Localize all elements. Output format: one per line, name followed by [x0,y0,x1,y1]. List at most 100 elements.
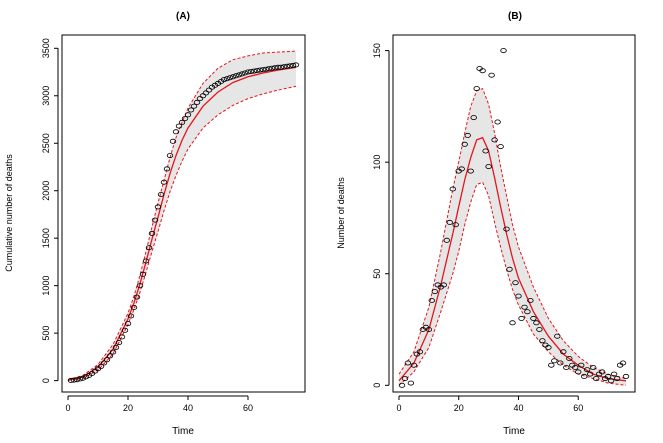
panel-b-y-axis: 0 50 100 150 [372,43,390,388]
data-point [560,349,567,355]
fitted-line [398,136,627,382]
x-tick-label: 40 [513,403,523,413]
data-point [521,304,528,310]
data-point [575,369,582,375]
data-point [250,68,258,74]
data-point [265,66,273,72]
y-tick-label: 1500 [41,228,51,248]
y-tick-label: 2500 [41,133,51,153]
data-point [289,62,297,68]
data-point [253,68,261,74]
data-point [229,74,237,80]
data-point [509,320,516,326]
data-point [115,340,123,346]
data-point [515,293,522,299]
data-point [241,70,249,76]
data-point [103,357,111,363]
data-point [274,64,282,70]
panel-a-x-label: Time [172,426,194,437]
data-point [67,377,75,383]
data-point [401,376,409,382]
data-point [121,327,129,333]
data-point [100,360,108,366]
data-point [590,364,597,370]
data-point [97,363,105,369]
data-point [578,362,585,368]
data-point [175,123,183,129]
data-point [554,333,561,339]
data-point [238,71,246,77]
y-tick-label: 2000 [41,181,51,201]
data-point [587,371,594,377]
panel-a-ci-band [68,51,296,381]
data-point [482,148,489,154]
data-point [130,304,138,310]
data-point [262,66,270,72]
data-point [166,153,174,159]
data-point [160,179,168,185]
data-point [292,62,300,68]
data-point [443,237,450,243]
data-point [259,67,267,73]
data-point [410,362,418,368]
panel-b-points [398,48,630,388]
y-tick-label: 100 [372,155,382,170]
data-point [536,326,543,332]
data-point [268,65,276,71]
data-point [530,315,537,321]
data-point [479,68,486,74]
data-point [467,168,474,174]
x-tick-label: 40 [183,403,193,413]
y-tick-label: 0 [41,378,51,383]
data-point [545,344,552,350]
data-point [593,376,600,382]
data-point [148,230,156,236]
data-point [551,358,558,364]
y-tick-label: 3000 [41,86,51,106]
upper-bound-line [67,50,297,381]
data-point [283,63,291,69]
panel-b-frame [392,34,636,393]
x-tick-label: 60 [243,403,253,413]
data-point [503,226,510,232]
data-point [485,164,492,170]
data-point [610,371,618,377]
data-point [613,376,621,382]
y-tick-label: 500 [41,326,51,341]
data-point [232,73,240,79]
data-point [449,186,456,192]
data-point [226,75,234,81]
data-point [464,132,471,138]
data-point [619,360,627,366]
ci-band [399,88,626,386]
data-point [244,69,252,75]
panel-a: (A) 0 20 40 60 0 500 1000 1500 2000 2500 3000 3500… [4,11,306,437]
data-point [172,129,180,135]
panel-a-lines [67,50,297,381]
data-point [142,258,150,264]
data-point [470,115,477,121]
data-point [566,355,573,361]
data-point [473,86,480,92]
data-point [506,266,513,272]
data-point [518,315,525,321]
panel-a-y-axis: 0 500 1000 1500 2000 2500 3000 3500 [41,38,59,383]
data-point [106,353,114,359]
x-tick-label: 60 [573,403,583,413]
data-point [581,373,588,379]
data-point [127,313,135,319]
data-point [145,245,153,251]
panel-a-title: (A) [176,11,190,22]
data-point [407,380,415,386]
panel-a-frame [61,34,306,393]
data-point [73,377,81,383]
data-point [76,376,84,382]
data-point [497,144,504,150]
data-point [598,369,606,375]
data-point [109,349,117,355]
data-point [440,282,447,288]
data-point [136,283,144,289]
y-tick-label: 150 [372,43,382,58]
x-tick-label: 20 [123,403,133,413]
